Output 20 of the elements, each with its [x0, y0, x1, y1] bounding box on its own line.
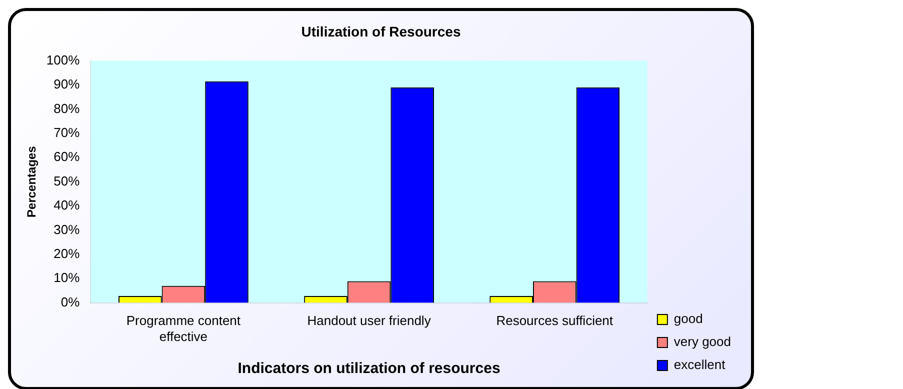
y-tick-label: 0% — [60, 294, 80, 310]
x-axis-title: Indicators on utilization of resources — [238, 360, 500, 378]
legend-label: excellent — [674, 357, 726, 372]
y-tick-label: 10% — [54, 270, 80, 286]
x-tick-label: Resources sufficient — [496, 313, 614, 328]
x-tick-label: Handout user friendly — [307, 313, 432, 328]
y-tick-label: 50% — [54, 173, 80, 188]
y-axis-title: Percentages — [24, 146, 39, 218]
y-tick-label: 40% — [54, 198, 80, 213]
y-tick-label: 20% — [54, 246, 80, 261]
y-tick-label: 90% — [54, 76, 80, 92]
chart-title: Utilization of Resources — [301, 23, 461, 40]
y-tick-label: 80% — [54, 100, 80, 116]
legend-label: good — [674, 311, 703, 326]
x-tick-label: Programme content effective — [126, 313, 241, 344]
y-tick-label: 30% — [54, 222, 80, 237]
legend-label: very good — [674, 334, 732, 350]
y-tick-label: 70% — [54, 124, 80, 140]
y-tick-label: 100% — [46, 52, 80, 68]
y-tick-label: 60% — [54, 149, 80, 164]
